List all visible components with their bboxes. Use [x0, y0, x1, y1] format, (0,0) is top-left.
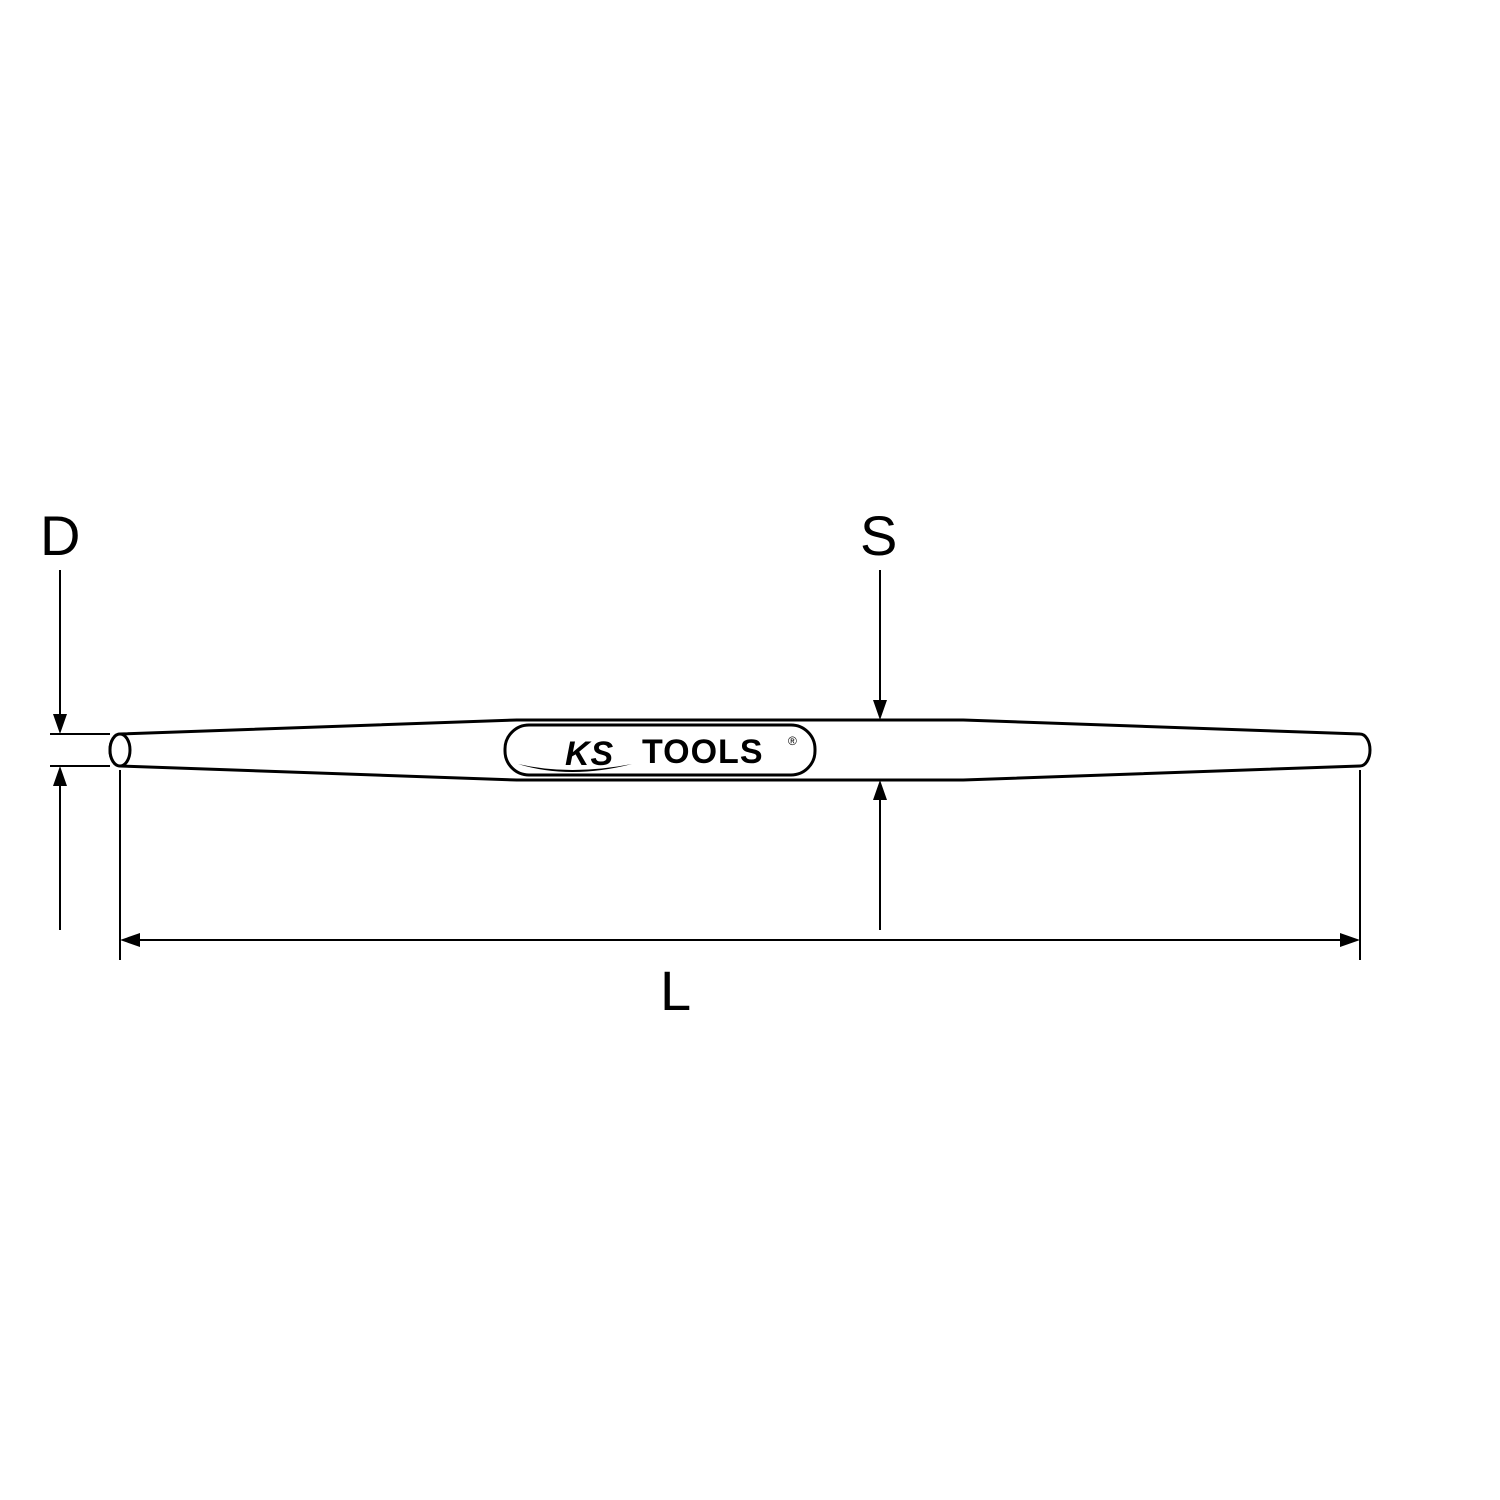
label-d: D	[40, 504, 80, 567]
label-l: L	[660, 959, 691, 1022]
technical-drawing: KS TOOLS ® D S L	[0, 0, 1500, 1500]
brand-logo: KS TOOLS ®	[505, 725, 815, 775]
dimension-d	[50, 570, 110, 930]
label-s: S	[860, 504, 897, 567]
logo-registered: ®	[788, 734, 797, 748]
tool-left-end	[110, 734, 130, 766]
dimension-l	[120, 770, 1360, 960]
logo-ks-text: KS	[565, 735, 614, 773]
logo-tools-text: TOOLS	[642, 733, 764, 771]
